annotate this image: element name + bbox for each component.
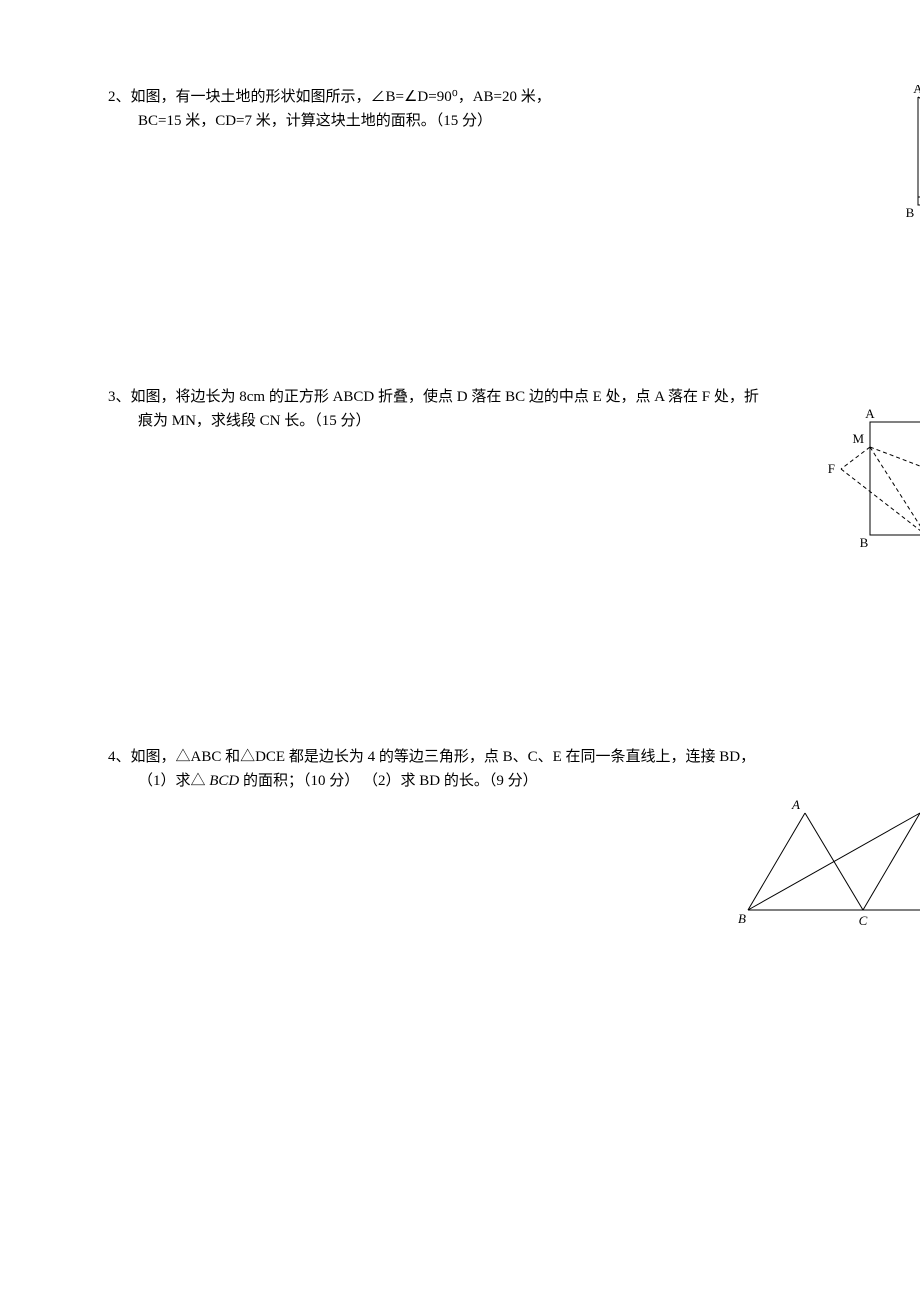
problem-4-l2-suffix: 的面积；（10 分） （2）求 BD 的长。（9 分） xyxy=(239,773,537,789)
label-B: B xyxy=(738,911,746,926)
problem-4-text: 4、如图，△ABC 和△DCE 都是边长为 4 的等边三角形，点 B、C、E 在… xyxy=(108,745,920,793)
label-A: A xyxy=(865,407,875,421)
problem-4-line2: （1）求△ BCD 的面积；（10 分） （2）求 BD 的长。（9 分） xyxy=(108,769,920,793)
label-B: B xyxy=(906,205,915,220)
problem-4-l2-italic: BCD xyxy=(209,773,239,789)
problem-2-line2: BC=15 米，CD=7 米，计算这块土地的面积。（15 分） xyxy=(108,109,848,133)
problem-3-line2: 痕为 MN，求线段 CN 长。（15 分） xyxy=(108,409,920,433)
label-A: A xyxy=(913,85,920,96)
problem-4-l2-prefix: （1）求△ xyxy=(138,773,209,789)
label-A: A xyxy=(791,797,800,812)
label-C: C xyxy=(859,913,868,928)
problem-3-figure: A D B C E M N F xyxy=(818,407,920,557)
problem-2-line1: 2、如图，有一块土地的形状如图所示，∠B=∠D=90⁰，AB=20 米， xyxy=(108,85,848,109)
problem-2-text: 2、如图，有一块土地的形状如图所示，∠B=∠D=90⁰，AB=20 米， BC=… xyxy=(108,85,920,133)
problem-4: 4、如图，△ABC 和△DCE 都是边长为 4 的等边三角形，点 B、C、E 在… xyxy=(108,745,920,945)
problem-2-figure: A B C D xyxy=(888,85,920,225)
problem-3-text: 3、如图，将边长为 8cm 的正方形 ABCD 折叠，使点 D 落在 BC 边的… xyxy=(108,385,920,433)
problem-3-line1: 3、如图，将边长为 8cm 的正方形 ABCD 折叠，使点 D 落在 BC 边的… xyxy=(108,385,920,409)
problem-4-figure: A D B C E xyxy=(718,795,920,935)
problem-2: 2、如图，有一块土地的形状如图所示，∠B=∠D=90⁰，AB=20 米， BC=… xyxy=(108,85,920,225)
problem-3: 3、如图，将边长为 8cm 的正方形 ABCD 折叠，使点 D 落在 BC 边的… xyxy=(108,385,920,555)
label-B: B xyxy=(860,535,869,550)
problem-4-line1: 4、如图，△ABC 和△DCE 都是边长为 4 的等边三角形，点 B、C、E 在… xyxy=(108,745,920,769)
label-M: M xyxy=(852,431,864,446)
label-F: F xyxy=(828,461,835,476)
